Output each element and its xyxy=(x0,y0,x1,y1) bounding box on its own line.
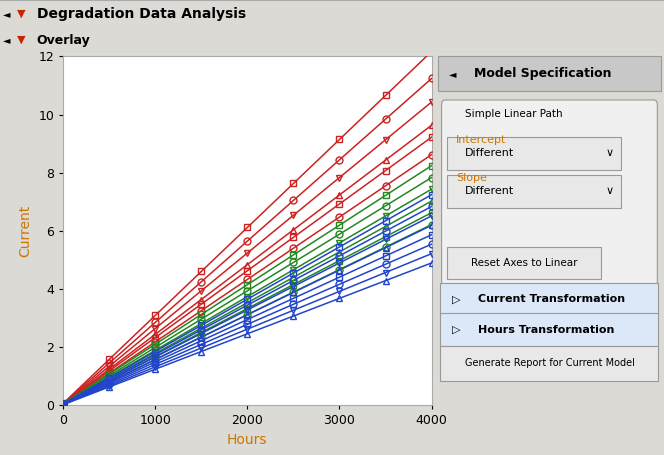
Text: Reset Axes to Linear: Reset Axes to Linear xyxy=(471,258,577,268)
Y-axis label: Current: Current xyxy=(19,205,33,257)
FancyBboxPatch shape xyxy=(447,136,621,170)
FancyBboxPatch shape xyxy=(440,313,659,346)
Text: Generate Report for Current Model: Generate Report for Current Model xyxy=(465,358,634,368)
FancyBboxPatch shape xyxy=(440,346,659,381)
FancyBboxPatch shape xyxy=(447,248,601,279)
Text: ▼: ▼ xyxy=(17,9,25,19)
Text: ∨: ∨ xyxy=(606,147,614,157)
Bar xyxy=(438,56,661,91)
Text: Current Transformation: Current Transformation xyxy=(478,294,625,304)
Text: Different: Different xyxy=(465,147,514,157)
Text: Intercept: Intercept xyxy=(456,135,507,145)
Text: ◄: ◄ xyxy=(3,9,11,19)
Text: Hours Transformation: Hours Transformation xyxy=(478,325,615,335)
Text: ▼: ▼ xyxy=(17,35,25,45)
Text: Slope: Slope xyxy=(456,173,487,183)
Text: Overlay: Overlay xyxy=(37,34,90,46)
Text: ▷: ▷ xyxy=(452,294,460,304)
FancyBboxPatch shape xyxy=(447,175,621,208)
Text: Degradation Data Analysis: Degradation Data Analysis xyxy=(37,7,246,21)
Text: ◄: ◄ xyxy=(3,35,11,45)
FancyBboxPatch shape xyxy=(442,100,657,288)
Text: ∨: ∨ xyxy=(606,186,614,196)
Text: Simple Linear Path: Simple Linear Path xyxy=(465,109,562,119)
Text: Different: Different xyxy=(465,186,514,196)
Text: ▷: ▷ xyxy=(452,325,460,335)
X-axis label: Hours: Hours xyxy=(227,433,268,446)
Text: ◄: ◄ xyxy=(450,69,457,79)
Text: Model Specification: Model Specification xyxy=(474,67,612,81)
FancyBboxPatch shape xyxy=(440,283,659,316)
